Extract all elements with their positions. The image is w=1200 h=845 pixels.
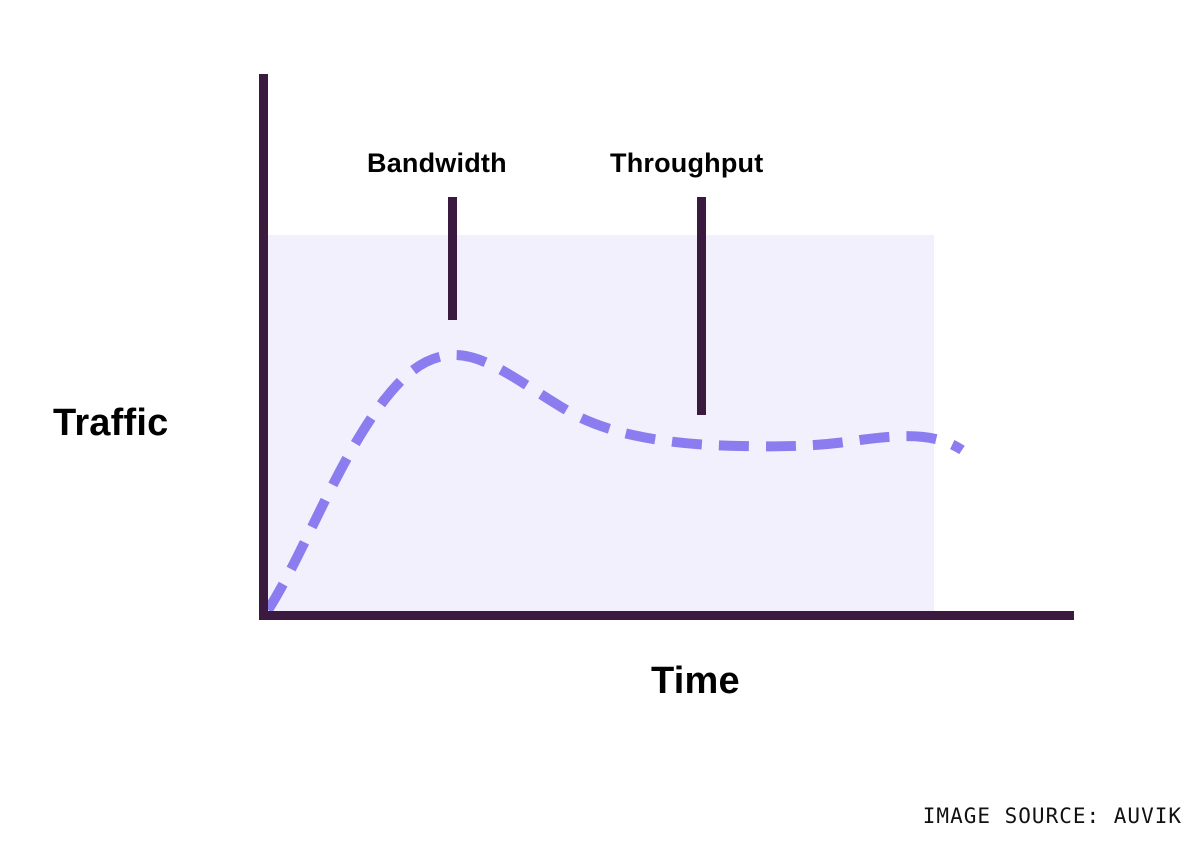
image-source-credit: IMAGE SOURCE: AUVIK	[922, 804, 1182, 828]
x-axis	[259, 611, 1074, 620]
throughput-label: Throughput	[610, 148, 764, 178]
y-axis	[259, 74, 268, 620]
bandwidth-marker-line	[448, 197, 457, 320]
bandwidth-label: Bandwidth	[367, 148, 507, 178]
x-axis-label: Time	[651, 660, 740, 702]
y-axis-label: Traffic	[53, 402, 169, 444]
throughput-marker-line	[697, 197, 706, 415]
traffic-curve	[263, 349, 965, 613]
